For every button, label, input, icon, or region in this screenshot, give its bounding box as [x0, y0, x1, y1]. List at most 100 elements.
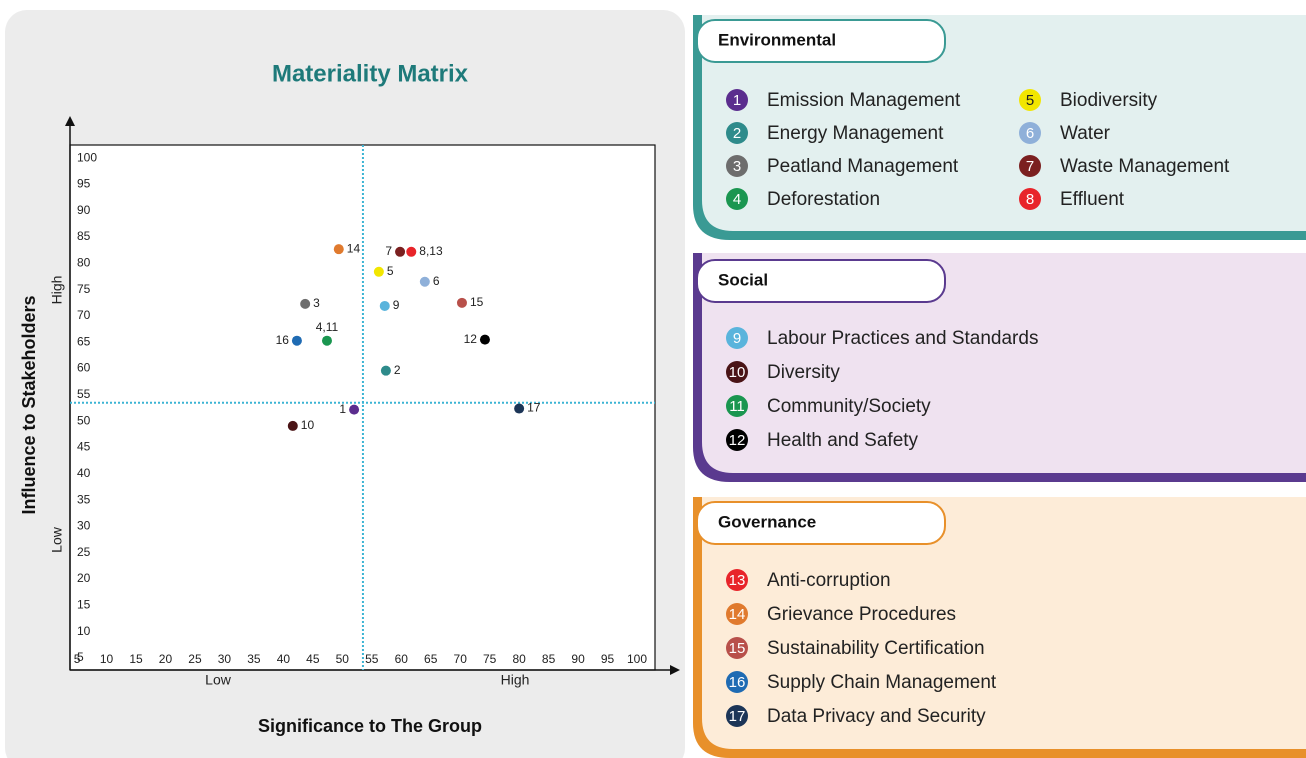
- legend-name: Emission Management: [767, 90, 961, 111]
- y-tick-label: 75: [77, 282, 91, 296]
- legend-badge: [726, 429, 748, 451]
- legend-number: 4: [733, 191, 741, 208]
- legend-name: Effluent: [1060, 189, 1125, 210]
- legend-name: Labour Practices and Standards: [767, 328, 1038, 349]
- point-label: 17: [527, 401, 541, 415]
- point: [321, 335, 332, 346]
- legend-name: Health and Safety: [767, 430, 919, 451]
- legend-name: Deforestation: [767, 189, 880, 210]
- legend: Environmental 1 Emission Management 2 Energy…: [693, 15, 1306, 758]
- legend-name: Supply Chain Management: [767, 672, 997, 693]
- legend-name: Waste Management: [1060, 156, 1230, 177]
- point: [456, 297, 467, 308]
- legend-name: Data Privacy and Security: [767, 706, 986, 727]
- point-label: 5: [387, 264, 394, 278]
- group-header: [696, 501, 946, 545]
- x-level-high: High: [501, 672, 530, 688]
- x-tick-label: 70: [454, 652, 468, 666]
- legend-badge: [726, 327, 748, 349]
- group-header: [696, 19, 946, 63]
- point: [379, 300, 390, 311]
- point-label: 7: [385, 244, 392, 258]
- legend-badge: [726, 361, 748, 383]
- x-axis-title: Significance to The Group: [258, 716, 482, 736]
- x-tick-label: 25: [188, 652, 202, 666]
- legend-number: 17: [729, 708, 746, 725]
- legend-number: 3: [733, 158, 741, 175]
- group-panel: [693, 253, 1306, 482]
- legend-badge: [726, 122, 748, 144]
- point: [479, 334, 490, 345]
- y-tick-label: 65: [77, 334, 91, 348]
- y-axis-title: Influence to Stakeholders: [19, 295, 39, 514]
- point: [287, 420, 298, 431]
- point-label: 15: [470, 295, 484, 309]
- legend-badge: [726, 569, 748, 591]
- x-tick-label: 60: [395, 652, 409, 666]
- x-tick-label: 40: [277, 652, 291, 666]
- legend-badge: [726, 637, 748, 659]
- y-tick-label: 15: [77, 597, 91, 611]
- legend-name: Water: [1060, 123, 1111, 144]
- legend-badge: [1019, 188, 1041, 210]
- legend-badge: [726, 603, 748, 625]
- legend-badge: [1019, 89, 1041, 111]
- legend-name: Biodiversity: [1060, 90, 1158, 111]
- x-tick-label: 65: [424, 652, 438, 666]
- legend-badge: [726, 89, 748, 111]
- y-tick-label: 95: [77, 177, 91, 191]
- point-label: 10: [301, 418, 315, 432]
- y-tick-label: 60: [77, 361, 91, 375]
- point-label: 4,11: [316, 320, 339, 334]
- chart-title: Materiality Matrix: [272, 60, 469, 87]
- y-level-low: Low: [49, 526, 65, 553]
- group-panel: [693, 497, 1306, 758]
- x-level-low: Low: [205, 672, 232, 688]
- legend-name: Diversity: [767, 362, 840, 383]
- y-tick-label: 85: [77, 229, 91, 243]
- legend-number: 5: [1026, 92, 1034, 109]
- legend-number: 11: [729, 398, 745, 415]
- point-label: 1: [339, 402, 346, 416]
- point: [291, 335, 302, 346]
- legend-badge: [726, 395, 748, 417]
- point-label: 8,13: [419, 244, 443, 258]
- x-tick-label: 30: [218, 652, 232, 666]
- legend-number: 6: [1026, 125, 1034, 142]
- legend-name: Sustainability Certification: [767, 638, 985, 659]
- y-tick-label: 90: [77, 203, 91, 217]
- legend-badge: [726, 705, 748, 727]
- point: [380, 365, 391, 376]
- x-tick-label: 35: [247, 652, 261, 666]
- point-label: 16: [276, 333, 290, 347]
- x-tick-label: 100: [627, 652, 647, 666]
- x-tick-label: 85: [542, 652, 556, 666]
- y-tick-label: 5: [77, 650, 84, 664]
- group-panel: [693, 15, 1306, 240]
- legend-number: 10: [729, 364, 746, 381]
- group-title: Governance: [718, 512, 816, 531]
- legend-number: 16: [729, 674, 746, 691]
- x-tick-label: 95: [601, 652, 615, 666]
- legend-name: Peatland Management: [767, 156, 959, 177]
- legend-number: 2: [733, 125, 741, 142]
- legend-number: 14: [729, 606, 746, 623]
- group-title: Social: [718, 270, 768, 289]
- y-tick-label: 45: [77, 440, 91, 454]
- point: [395, 246, 406, 257]
- x-tick-label: 5: [74, 652, 81, 666]
- group-title: Environmental: [718, 30, 836, 49]
- point: [373, 266, 384, 277]
- y-tick-label: 30: [77, 519, 91, 533]
- point-label: 12: [464, 332, 478, 346]
- y-tick-label: 20: [77, 571, 91, 585]
- legend-name: Community/Society: [767, 396, 931, 417]
- y-level-high: High: [49, 276, 65, 305]
- group-header: [696, 259, 946, 303]
- point: [514, 403, 525, 414]
- point-label: 6: [433, 274, 440, 288]
- x-tick-label: 75: [483, 652, 497, 666]
- point: [300, 298, 311, 309]
- point-label: 9: [393, 298, 400, 312]
